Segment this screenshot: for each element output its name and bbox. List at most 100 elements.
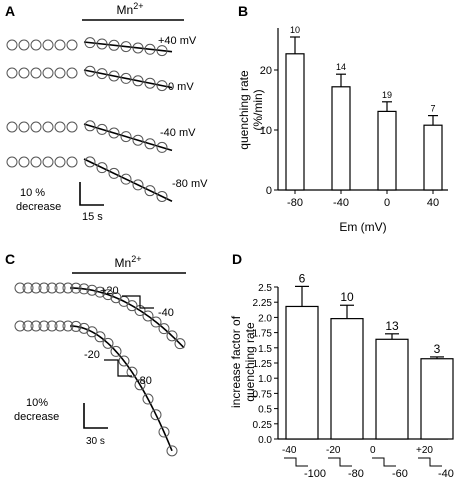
data-point: [86, 284, 98, 296]
data-point: [54, 121, 66, 133]
data-point: [6, 121, 18, 133]
data-point: [18, 39, 30, 51]
data-point: [96, 68, 108, 80]
y-tick-label: 0.75: [253, 389, 273, 400]
y-tick-label: 1.25: [253, 359, 273, 370]
data-point: [132, 134, 144, 146]
step2-to-label: -80: [136, 375, 152, 387]
data-point: [70, 320, 82, 332]
y-axis-label-b: quenching rate: [237, 70, 251, 150]
data-point: [108, 167, 120, 179]
y-tick-label: 10: [260, 125, 272, 137]
bar: [330, 318, 364, 440]
x-axis-label-b: Em (mV): [339, 220, 386, 234]
data-point: [94, 331, 106, 343]
n-label: 10: [340, 290, 354, 304]
data-point: [144, 185, 156, 197]
data-point: [132, 75, 144, 87]
data-point: [66, 121, 78, 133]
bar-chart-b: quenching rate (%/min) Em (mV) 0 10 20 10 -8…: [237, 25, 448, 234]
y-tick-label: 0.25: [253, 420, 273, 431]
data-point: [42, 39, 54, 51]
data-point: [120, 72, 132, 84]
y-tick-label: 0: [266, 185, 272, 197]
n-label: 14: [336, 62, 346, 72]
data-point: [54, 282, 66, 294]
data-point: [30, 39, 42, 51]
y-tick-label: 1.5: [258, 344, 272, 355]
data-point: [144, 138, 156, 150]
trace-label-minus40: -40 mV: [160, 127, 196, 139]
data-point: [142, 393, 154, 405]
bar: [375, 338, 409, 440]
step1-protocol-icon: [122, 295, 154, 309]
data-point: [14, 282, 26, 294]
y-tick-label: 2.25: [253, 298, 273, 309]
data-point: [22, 282, 34, 294]
y-axis-label2-b: (%/min): [251, 89, 265, 130]
fluorescence-traces-c: [14, 282, 186, 457]
data-point: [166, 330, 178, 342]
panel-a: A Mn2+ +40 mV 0 mV -40 mV -80 mV 10 % de…: [5, 1, 208, 223]
data-point: [142, 310, 154, 322]
data-point: [42, 156, 54, 168]
data-point: [30, 121, 42, 133]
bar-chart-d: increase factor of quenching rate 0.0 0.2…: [229, 271, 454, 446]
step2-from-label: -20: [84, 349, 100, 361]
step1-to-label: -40: [158, 307, 174, 319]
data-point: [38, 282, 50, 294]
y-tick-label: 20: [260, 65, 272, 77]
y-tick-label: 0.5: [258, 405, 272, 416]
scale-bar-c: [83, 403, 108, 429]
fluorescence-traces-a: [6, 37, 173, 202]
protocol-step-icon: [284, 457, 308, 467]
data-point: [38, 320, 50, 332]
data-point: [108, 39, 120, 51]
data-point: [42, 67, 54, 79]
scale-y-label2-a: decrease: [16, 201, 61, 213]
data-point: [174, 338, 186, 350]
bar: [285, 53, 305, 191]
data-point: [132, 42, 144, 54]
data-point: [156, 45, 168, 57]
step1-from-label: +20: [100, 285, 119, 297]
data-point: [84, 37, 96, 49]
n-label: 6: [299, 271, 306, 285]
data-point: [144, 77, 156, 89]
data-point: [120, 173, 132, 185]
trace-label-0: 0 mV: [168, 81, 194, 93]
data-point: [22, 320, 34, 332]
protocol-labels-d: -40 -100 -20 -80 0 -60 +20 -40: [282, 445, 454, 480]
data-point: [18, 121, 30, 133]
y-tick-label: 0.0: [258, 435, 272, 446]
mn-label-a: Mn2+: [117, 1, 144, 17]
protocol-from-label: -40: [282, 445, 297, 456]
data-point: [42, 121, 54, 133]
protocol-to-label: -60: [392, 468, 408, 480]
data-point: [108, 70, 120, 82]
data-point: [144, 43, 156, 55]
panel-c: C Mn2+ +20 -40 -20 -80 10% decrease 30 s: [5, 251, 186, 457]
bar: [420, 358, 454, 440]
data-point: [96, 162, 108, 174]
scale-x-label-a: 15 s: [82, 211, 103, 223]
protocol-step-icon: [372, 457, 396, 467]
data-point: [108, 127, 120, 139]
panel-label-b: B: [238, 3, 248, 19]
n-label: 3: [434, 342, 441, 356]
data-point: [6, 39, 18, 51]
protocol-from-label: -20: [326, 445, 341, 456]
data-point: [66, 39, 78, 51]
data-point: [46, 320, 58, 332]
data-point: [54, 320, 66, 332]
y-tick-label: 1.75: [253, 329, 273, 340]
data-point: [30, 282, 42, 294]
data-point: [70, 282, 82, 294]
bar: [285, 305, 319, 440]
data-point: [156, 190, 168, 202]
data-point: [110, 345, 122, 357]
data-point: [156, 80, 168, 92]
protocol-to-label: -40: [438, 468, 454, 480]
panel-label-d: D: [232, 251, 242, 267]
panel-label-a: A: [5, 3, 15, 19]
